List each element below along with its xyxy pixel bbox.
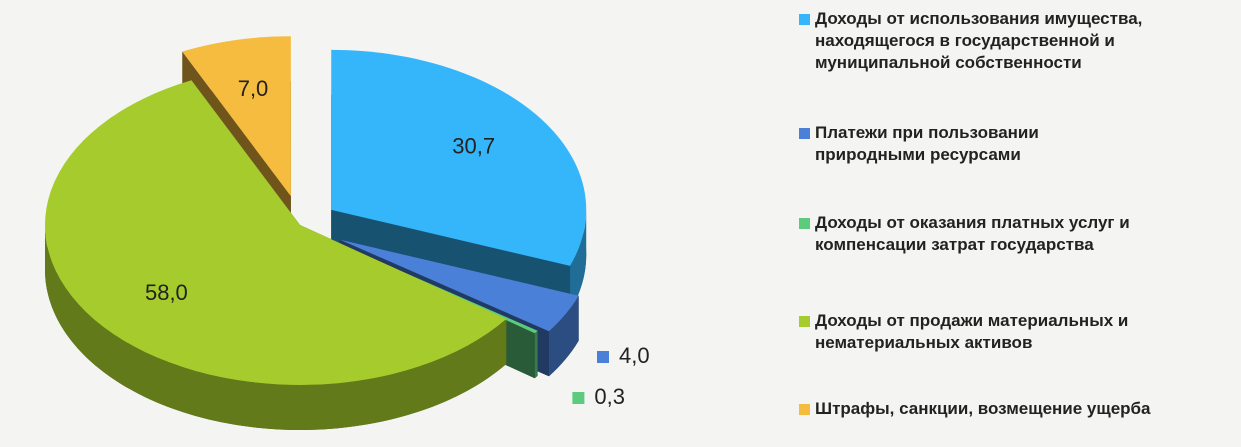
data-label: 7,0 bbox=[238, 76, 269, 101]
data-label: 30,7 bbox=[452, 134, 495, 159]
slice bbox=[45, 80, 507, 386]
slice bbox=[182, 36, 291, 197]
legend-label: Штрафы, санкции, возмещение ущерба bbox=[815, 399, 1151, 418]
data-label: 0,3 bbox=[594, 384, 625, 409]
slice bbox=[339, 239, 579, 332]
data-label: 58,0 bbox=[145, 280, 188, 305]
label-swatch bbox=[597, 351, 609, 363]
legend-item: Доходы от продажи материальных и нематер… bbox=[795, 310, 1155, 354]
slice-wall bbox=[570, 209, 587, 311]
legend-item: Доходы от использования имущества, наход… bbox=[795, 8, 1200, 74]
legend-swatch bbox=[799, 404, 810, 415]
legend: Доходы от использования имущества, наход… bbox=[795, 0, 1235, 447]
legend-label: Доходы от использования имущества, наход… bbox=[815, 9, 1143, 72]
legend-label: Доходы от оказания платных услуг и компе… bbox=[815, 213, 1130, 254]
legend-item: Платежи при пользовании природными ресур… bbox=[795, 122, 1115, 166]
slice-wall bbox=[534, 330, 538, 379]
slice-wall bbox=[45, 225, 507, 431]
legend-label: Платежи при пользовании природными ресур… bbox=[815, 123, 1039, 164]
legend-swatch bbox=[799, 128, 810, 139]
legend-item: Штрафы, санкции, возмещение ущерба bbox=[795, 398, 1235, 420]
legend-swatch bbox=[799, 316, 810, 327]
pie-chart: 30,7 4,0 0,3 58,0 7,0 bbox=[45, 36, 650, 431]
label-swatch bbox=[572, 392, 585, 404]
legend-label: Доходы от продажи материальных и нематер… bbox=[815, 311, 1129, 352]
legend-swatch bbox=[799, 14, 810, 25]
slice-wall bbox=[548, 295, 579, 377]
legend-item: Доходы от оказания платных услуг и компе… bbox=[795, 212, 1215, 256]
data-label: 4,0 bbox=[619, 343, 650, 368]
legend-swatch bbox=[799, 218, 810, 229]
slice bbox=[331, 49, 587, 266]
